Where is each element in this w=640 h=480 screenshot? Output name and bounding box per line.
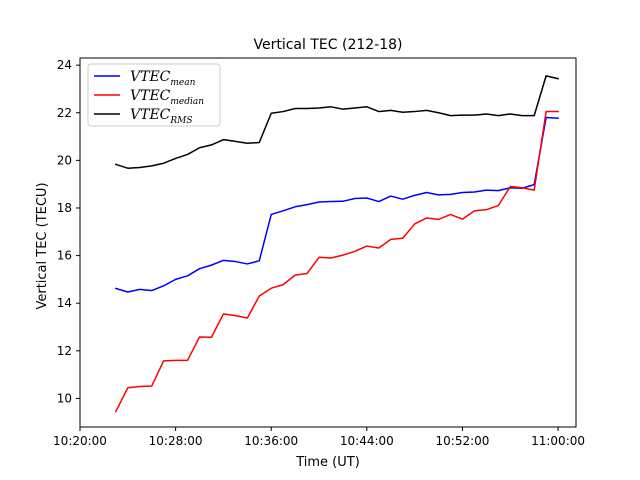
x-tick-label: 10:44:00 [340,434,394,448]
legend-entry-median: VTECmedian [130,88,204,107]
series-line-rms [114,75,559,169]
axes-frame [79,57,577,428]
y-tick-label: 24 [57,58,72,72]
y-tick-label: 14 [57,296,72,310]
series-line-median [114,110,559,413]
legend-entry-mean: VTECmean [130,69,196,88]
y-tick-label: 20 [57,153,72,167]
y-tick-label: 10 [57,391,72,405]
legend-box [87,63,221,127]
x-tick-label: 11:00:00 [531,434,585,448]
x-tick-label: 10:52:00 [436,434,490,448]
x-axis-label: Time (UT) [295,455,360,470]
series-line-mean [114,116,559,293]
x-tick-label: 10:20:00 [53,434,107,448]
y-axis-label: Vertical TEC (TECU) [35,182,50,309]
x-tick-label: 10:36:00 [244,434,298,448]
chart-title: Vertical TEC (212-18) [254,37,403,53]
y-tick-label: 16 [57,249,72,263]
x-tick-label: 10:28:00 [149,434,203,448]
y-tick-label: 12 [57,344,72,358]
plot-area: 10:20:00 10:28:00 10:36:00 10:44:00 10:52:00… [53,57,585,448]
y-tick-label: 22 [57,106,72,120]
y-tick-label: 18 [57,201,72,215]
legend-entry-rms: VTECRMS [130,107,193,126]
